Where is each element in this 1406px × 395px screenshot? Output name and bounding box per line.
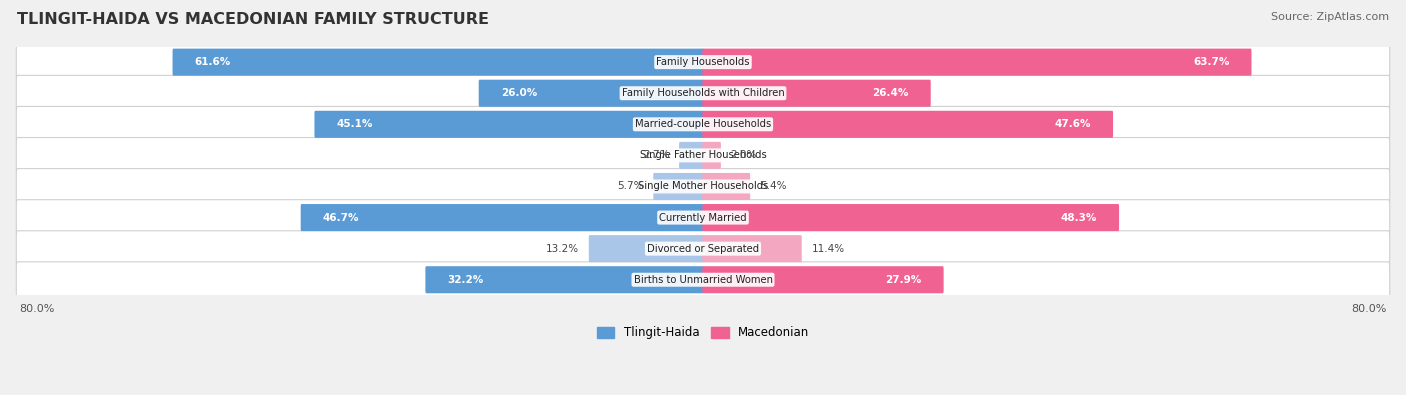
Text: TLINGIT-HAIDA VS MACEDONIAN FAMILY STRUCTURE: TLINGIT-HAIDA VS MACEDONIAN FAMILY STRUC… [17, 12, 489, 27]
FancyBboxPatch shape [589, 235, 703, 262]
FancyBboxPatch shape [679, 142, 703, 169]
FancyBboxPatch shape [301, 204, 703, 231]
FancyBboxPatch shape [17, 75, 1389, 111]
Text: Married-couple Households: Married-couple Households [636, 119, 770, 129]
FancyBboxPatch shape [703, 80, 931, 107]
Text: Family Households with Children: Family Households with Children [621, 88, 785, 98]
Text: 46.7%: 46.7% [323, 213, 360, 222]
Text: 80.0%: 80.0% [20, 304, 55, 314]
FancyBboxPatch shape [17, 231, 1389, 267]
Text: Family Households: Family Households [657, 57, 749, 67]
FancyBboxPatch shape [703, 235, 801, 262]
FancyBboxPatch shape [703, 173, 751, 200]
Text: Source: ZipAtlas.com: Source: ZipAtlas.com [1271, 12, 1389, 22]
Text: Divorced or Separated: Divorced or Separated [647, 244, 759, 254]
Text: 47.6%: 47.6% [1054, 119, 1091, 129]
Text: Currently Married: Currently Married [659, 213, 747, 222]
Text: 63.7%: 63.7% [1192, 57, 1229, 67]
FancyBboxPatch shape [703, 266, 943, 293]
Text: 13.2%: 13.2% [546, 244, 579, 254]
FancyBboxPatch shape [17, 137, 1389, 173]
Text: 48.3%: 48.3% [1060, 213, 1097, 222]
Text: 5.4%: 5.4% [759, 181, 786, 192]
FancyBboxPatch shape [703, 111, 1114, 138]
FancyBboxPatch shape [426, 266, 703, 293]
Text: 80.0%: 80.0% [1351, 304, 1386, 314]
Text: Single Mother Households: Single Mother Households [638, 181, 768, 192]
FancyBboxPatch shape [17, 200, 1389, 235]
Text: 2.7%: 2.7% [643, 150, 669, 160]
Text: 26.4%: 26.4% [872, 88, 908, 98]
Text: 27.9%: 27.9% [886, 275, 921, 285]
Text: 2.0%: 2.0% [731, 150, 756, 160]
Text: Births to Unmarried Women: Births to Unmarried Women [634, 275, 772, 285]
Text: 5.7%: 5.7% [617, 181, 644, 192]
Text: 26.0%: 26.0% [501, 88, 537, 98]
Text: Single Father Households: Single Father Households [640, 150, 766, 160]
FancyBboxPatch shape [703, 49, 1251, 76]
FancyBboxPatch shape [478, 80, 703, 107]
Legend: Tlingit-Haida, Macedonian: Tlingit-Haida, Macedonian [592, 322, 814, 344]
FancyBboxPatch shape [315, 111, 703, 138]
FancyBboxPatch shape [654, 173, 703, 200]
Text: 32.2%: 32.2% [447, 275, 484, 285]
Text: 61.6%: 61.6% [195, 57, 231, 67]
FancyBboxPatch shape [17, 262, 1389, 297]
FancyBboxPatch shape [703, 142, 721, 169]
FancyBboxPatch shape [17, 106, 1389, 142]
FancyBboxPatch shape [17, 44, 1389, 80]
FancyBboxPatch shape [703, 204, 1119, 231]
FancyBboxPatch shape [17, 169, 1389, 204]
Text: 45.1%: 45.1% [336, 119, 373, 129]
FancyBboxPatch shape [173, 49, 703, 76]
Text: 11.4%: 11.4% [811, 244, 845, 254]
